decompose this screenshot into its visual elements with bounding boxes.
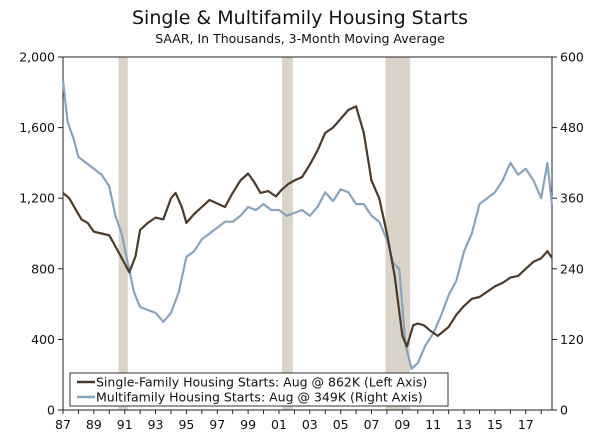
x-tick-label: 89 — [86, 417, 102, 432]
x-tick-label: 05 — [333, 417, 349, 432]
x-tick-label: 01 — [271, 417, 287, 432]
y-right-tick-label: 120 — [560, 332, 584, 347]
y-right-tick-label: 0 — [560, 403, 568, 418]
legend-label-single-family: Single-Family Housing Starts: Aug @ 862K… — [96, 375, 427, 390]
legend-box — [69, 372, 449, 407]
legend: Single-Family Housing Starts: Aug @ 862K… — [69, 372, 449, 407]
recession-band — [118, 57, 128, 410]
chart-title: Single & Multifamily Housing Starts — [132, 7, 468, 29]
chart-subtitle: SAAR, In Thousands, 3-Month Moving Avera… — [155, 31, 445, 46]
y-left-tick-label: 800 — [31, 261, 55, 276]
x-tick-label: 15 — [487, 417, 503, 432]
x-tick-label: 03 — [302, 417, 318, 432]
y-left-tick-label: 1,200 — [19, 191, 55, 206]
recession-band — [282, 57, 293, 410]
x-tick-label: 09 — [394, 417, 410, 432]
y-right-tick-label: 480 — [560, 120, 584, 135]
y-left-tick-label: 2,000 — [19, 50, 55, 65]
x-tick-label: 99 — [240, 417, 256, 432]
multifamily-line — [61, 80, 554, 370]
single-family-line — [62, 105, 553, 348]
x-tick-label: 91 — [117, 417, 133, 432]
y-right-tick-label: 600 — [560, 50, 584, 65]
y-right-tick-label: 240 — [560, 261, 584, 276]
y-left-tick-label: 1,600 — [19, 120, 55, 135]
y-left-tick-label: 400 — [31, 332, 55, 347]
x-tick-label: 95 — [178, 417, 194, 432]
x-tick-label: 97 — [209, 417, 225, 432]
y-left-tick-label: 0 — [47, 403, 55, 418]
x-tick-label: 07 — [364, 417, 380, 432]
recession-bands — [118, 57, 411, 410]
x-tick-label: 17 — [518, 417, 534, 432]
axes: 0 400 800 1,200 1,600 2,000 0 120 240 360 480 600 87… — [19, 50, 584, 433]
legend-label-multifamily: Multifamily Housing Starts: Aug @ 349K (… — [96, 390, 423, 405]
x-tick-label: 93 — [148, 417, 164, 432]
x-tick-label: 13 — [456, 417, 472, 432]
recession-band — [385, 57, 411, 410]
y-right-tick-label: 360 — [560, 191, 584, 206]
series-lines — [61, 80, 554, 370]
plot-frame — [62, 56, 553, 411]
x-tick-label: 11 — [425, 417, 441, 432]
x-tick-label: 87 — [55, 417, 71, 432]
